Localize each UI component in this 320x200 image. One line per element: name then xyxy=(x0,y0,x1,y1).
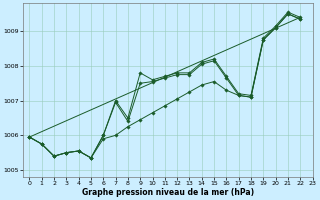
X-axis label: Graphe pression niveau de la mer (hPa): Graphe pression niveau de la mer (hPa) xyxy=(82,188,254,197)
